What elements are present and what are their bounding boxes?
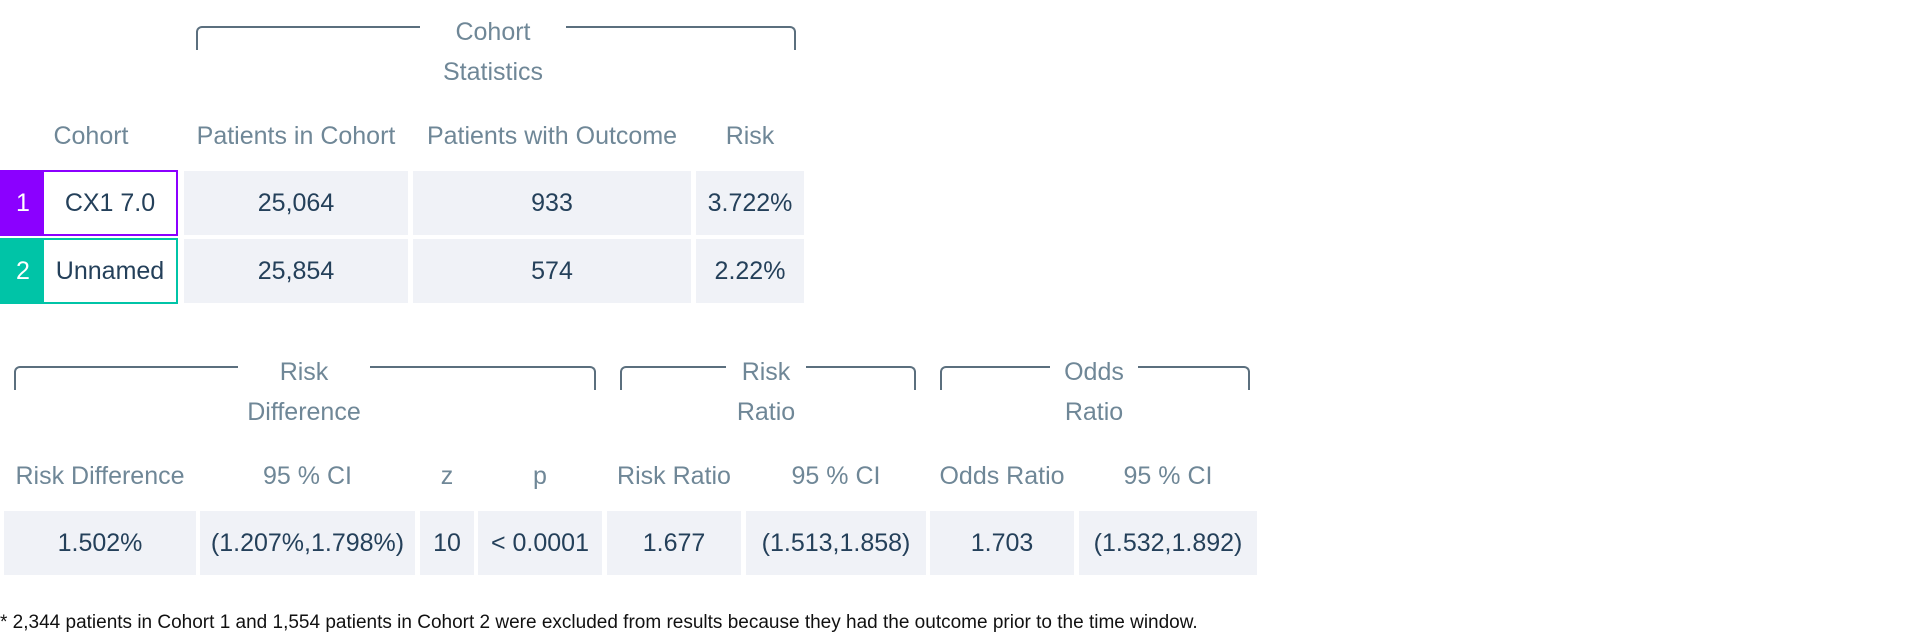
footnote: * 2,344 patients in Cohort 1 and 1,554 p…	[0, 612, 1198, 633]
cell-patients-in-cohort: 25,064	[184, 171, 408, 235]
cell-p: < 0.0001	[478, 511, 602, 575]
cell-odds-ratio: 1.703	[930, 511, 1074, 575]
odds-ratio-group-title: Odds Ratio	[1064, 358, 1124, 426]
header-z: z	[440, 462, 454, 490]
cohort-index-badge: 1	[2, 172, 44, 234]
cell-risk: 3.722%	[696, 171, 804, 235]
header-rd-ci: 95 % CI	[263, 462, 352, 490]
header-rr-ci: 95 % CI	[791, 462, 881, 490]
header-cohort: Cohort	[53, 122, 129, 150]
cohort-index-badge: 2	[2, 240, 44, 302]
header-risk: Risk	[725, 122, 775, 150]
header-or-ci: 95 % CI	[1123, 462, 1213, 490]
cell-risk: 2.22%	[696, 239, 804, 303]
cohort-name: Unnamed	[55, 256, 165, 285]
header-patients-in-cohort: Patients in Cohort	[196, 122, 396, 150]
header-risk-difference: Risk Difference	[15, 462, 185, 490]
header-risk-ratio: Risk Ratio	[617, 462, 731, 490]
cohort-statistics-group-title: Cohort Statistics	[442, 18, 544, 86]
cell-rd-ci: (1.207%,1.798%)	[200, 511, 415, 575]
cell-or-ci: (1.532,1.892)	[1079, 511, 1257, 575]
risk-ratio-group-title: Risk Ratio	[736, 358, 796, 426]
cell-patients-in-cohort: 25,854	[184, 239, 408, 303]
cell-rr-ci: (1.513,1.858)	[746, 511, 926, 575]
cohort-chip-1[interactable]: 1 CX1 7.0	[0, 170, 178, 236]
header-patients-with-outcome: Patients with Outcome	[426, 122, 678, 150]
header-odds-ratio: Odds Ratio	[939, 462, 1065, 490]
cohort-chip-2[interactable]: 2 Unnamed	[0, 238, 178, 304]
cell-z: 10	[420, 511, 474, 575]
header-p: p	[533, 462, 547, 490]
risk-difference-group-title: Risk Difference	[247, 358, 361, 426]
cell-risk-ratio: 1.677	[607, 511, 741, 575]
cell-patients-with-outcome: 574	[413, 239, 691, 303]
cell-patients-with-outcome: 933	[413, 171, 691, 235]
cohort-name: CX1 7.0	[64, 188, 156, 217]
cell-risk-difference: 1.502%	[4, 511, 196, 575]
